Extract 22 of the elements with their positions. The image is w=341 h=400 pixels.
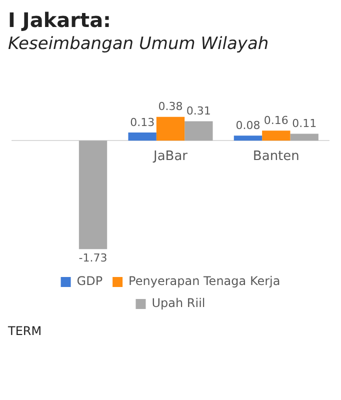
data-label: 0.31 [186, 104, 211, 118]
chart-subtitle: Keseimbangan Umum Wilayah [8, 34, 270, 54]
bar [128, 132, 156, 141]
bar [262, 130, 290, 141]
x-tick-label: Banten [252, 148, 300, 164]
bar [156, 116, 185, 141]
data-label: 0.38 [158, 100, 183, 114]
text: TERM [8, 324, 43, 338]
data-label: 0.13 [130, 116, 155, 129]
data-label: 0.16 [264, 114, 288, 127]
legend-label: GDP [76, 274, 103, 288]
bar [78, 140, 108, 250]
data-label: -1.73 [78, 251, 108, 264]
bar [234, 136, 262, 141]
data-label: 0.11 [292, 117, 317, 130]
legend-label: Upah Riil [152, 296, 206, 310]
bar [290, 134, 318, 141]
bar [184, 121, 213, 141]
data-label: 0.08 [236, 119, 260, 132]
legend-label: Penyerapan Tenaga Kerja [128, 274, 280, 288]
chart-title: I Jakarta: [8, 8, 112, 32]
x-tick-label: JaBar [152, 148, 188, 164]
